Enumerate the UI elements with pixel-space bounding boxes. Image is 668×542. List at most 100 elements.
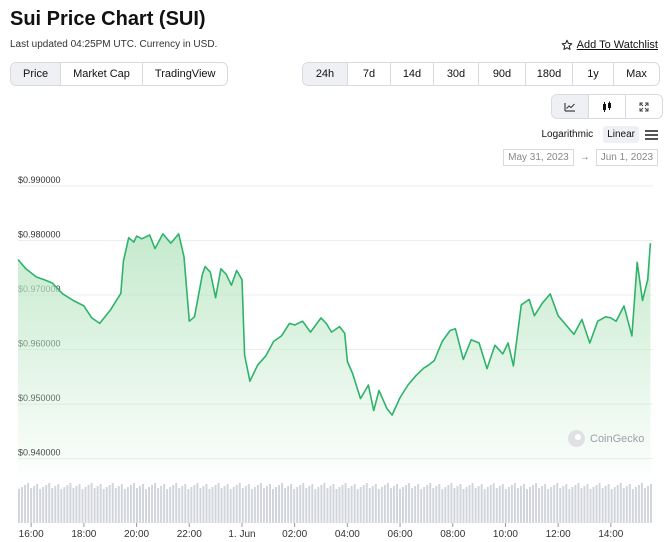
volume-bar: [308, 486, 311, 523]
volume-bar: [250, 489, 253, 523]
volume-bar: [589, 489, 592, 523]
volume-bar: [278, 485, 281, 523]
volume-bar: [649, 484, 652, 523]
volume-bar: [247, 484, 250, 523]
volume-bar: [377, 489, 380, 523]
range-30d[interactable]: 30d: [434, 63, 479, 85]
volume-bar: [223, 486, 226, 523]
volume-bar: [643, 488, 646, 523]
volume-bar: [265, 486, 268, 523]
volume-bar: [341, 485, 344, 523]
volume-bar: [18, 489, 20, 523]
x-tick-label: 16:00: [19, 529, 44, 540]
volume-bar: [359, 487, 362, 523]
volume-bar: [51, 488, 54, 523]
volume-bar: [580, 488, 583, 523]
volume-bar: [148, 487, 151, 523]
tab-price[interactable]: Price: [11, 63, 62, 85]
volume-bar: [408, 483, 411, 523]
volume-bar: [595, 485, 598, 523]
volume-bar: [516, 488, 519, 523]
tab-tradingview[interactable]: TradingView: [154, 68, 216, 80]
volume-bar: [547, 489, 550, 523]
chart-type-toggle: [551, 94, 663, 119]
volume-bar: [21, 487, 24, 523]
volume-bar: [323, 483, 326, 523]
volume-bar: [565, 484, 568, 523]
volume-bar: [172, 485, 175, 523]
fullscreen-button[interactable]: [626, 95, 662, 118]
volume-bar: [290, 484, 293, 523]
volume-bar: [559, 488, 562, 523]
volume-bar: [275, 487, 278, 523]
volume-bar: [350, 486, 353, 523]
volume-bar: [374, 484, 377, 523]
volume-bar: [262, 488, 265, 523]
candlestick-button[interactable]: [589, 95, 626, 118]
volume-bar: [456, 486, 459, 523]
range-max[interactable]: Max: [626, 68, 647, 80]
volume-bar: [444, 487, 447, 523]
volume-bar: [272, 489, 274, 523]
tab-market-cap[interactable]: Market Cap: [61, 63, 143, 85]
range-7d[interactable]: 7d: [348, 63, 391, 85]
volume-bar: [299, 485, 302, 523]
volume-bar: [202, 486, 205, 523]
volume-bar: [420, 489, 423, 523]
volume-bar: [468, 485, 471, 523]
volume-bar: [24, 485, 27, 523]
volume-bar: [646, 486, 649, 523]
x-tick-label: 18:00: [71, 529, 96, 540]
last-updated-text: Last updated 04:25PM UTC. Currency in US…: [10, 39, 218, 50]
x-tick-label: 20:00: [124, 529, 149, 540]
volume-bar: [362, 485, 365, 523]
volume-bar: [380, 487, 383, 523]
volume-bar: [529, 487, 532, 523]
add-to-watchlist-button[interactable]: Add To Watchlist: [561, 39, 658, 51]
volume-bar: [81, 489, 84, 523]
range-90d[interactable]: 90d: [479, 63, 526, 85]
volume-bar: [459, 484, 462, 523]
volume-bar: [332, 484, 335, 523]
volume-bar: [154, 483, 157, 523]
volume-bar: [259, 483, 262, 523]
volume-bar: [287, 486, 290, 523]
scale-selector: Logarithmic Linear: [537, 126, 658, 143]
volume-bar: [33, 486, 36, 523]
menu-icon[interactable]: [645, 129, 658, 140]
price-chart[interactable]: $0.990000$0.980000$0.970000$0.960000$0.9…: [0, 175, 668, 542]
volume-bar: [535, 483, 538, 523]
volume-bar: [574, 485, 577, 523]
volume-bar: [214, 485, 217, 523]
x-tick-label: 1. Jun: [228, 529, 255, 540]
volume-bar: [592, 487, 595, 523]
volume-bar: [441, 489, 444, 523]
range-14d[interactable]: 14d: [391, 63, 434, 85]
date-from-input[interactable]: May 31, 2023: [503, 149, 574, 166]
line-chart-button[interactable]: [552, 95, 589, 118]
volume-bar: [507, 487, 510, 523]
volume-bar: [583, 486, 586, 523]
volume-bar: [604, 486, 607, 523]
volume-bar: [417, 484, 420, 523]
volume-bar: [305, 488, 308, 523]
volume-bar: [504, 489, 507, 523]
volume-bar: [510, 485, 513, 523]
volume-bar: [622, 488, 625, 523]
volume-bar: [616, 485, 619, 523]
date-to-input[interactable]: Jun 1, 2023: [595, 149, 658, 166]
volume-bar: [102, 489, 105, 523]
scale-linear[interactable]: Linear: [603, 126, 639, 143]
volume-bar: [84, 487, 87, 523]
volume-bar: [465, 487, 468, 523]
volume-bar: [229, 489, 232, 523]
range-24h[interactable]: 24h: [303, 63, 348, 85]
y-tick-label: $0.980000: [18, 229, 61, 239]
volume-bar: [326, 488, 329, 523]
range-180d[interactable]: 180d: [526, 63, 573, 85]
range-1y[interactable]: 1y: [573, 63, 614, 85]
scale-logarithmic[interactable]: Logarithmic: [541, 129, 594, 140]
volume-bar: [625, 486, 628, 523]
volume-bar: [220, 488, 223, 523]
volume-bar: [492, 483, 495, 523]
